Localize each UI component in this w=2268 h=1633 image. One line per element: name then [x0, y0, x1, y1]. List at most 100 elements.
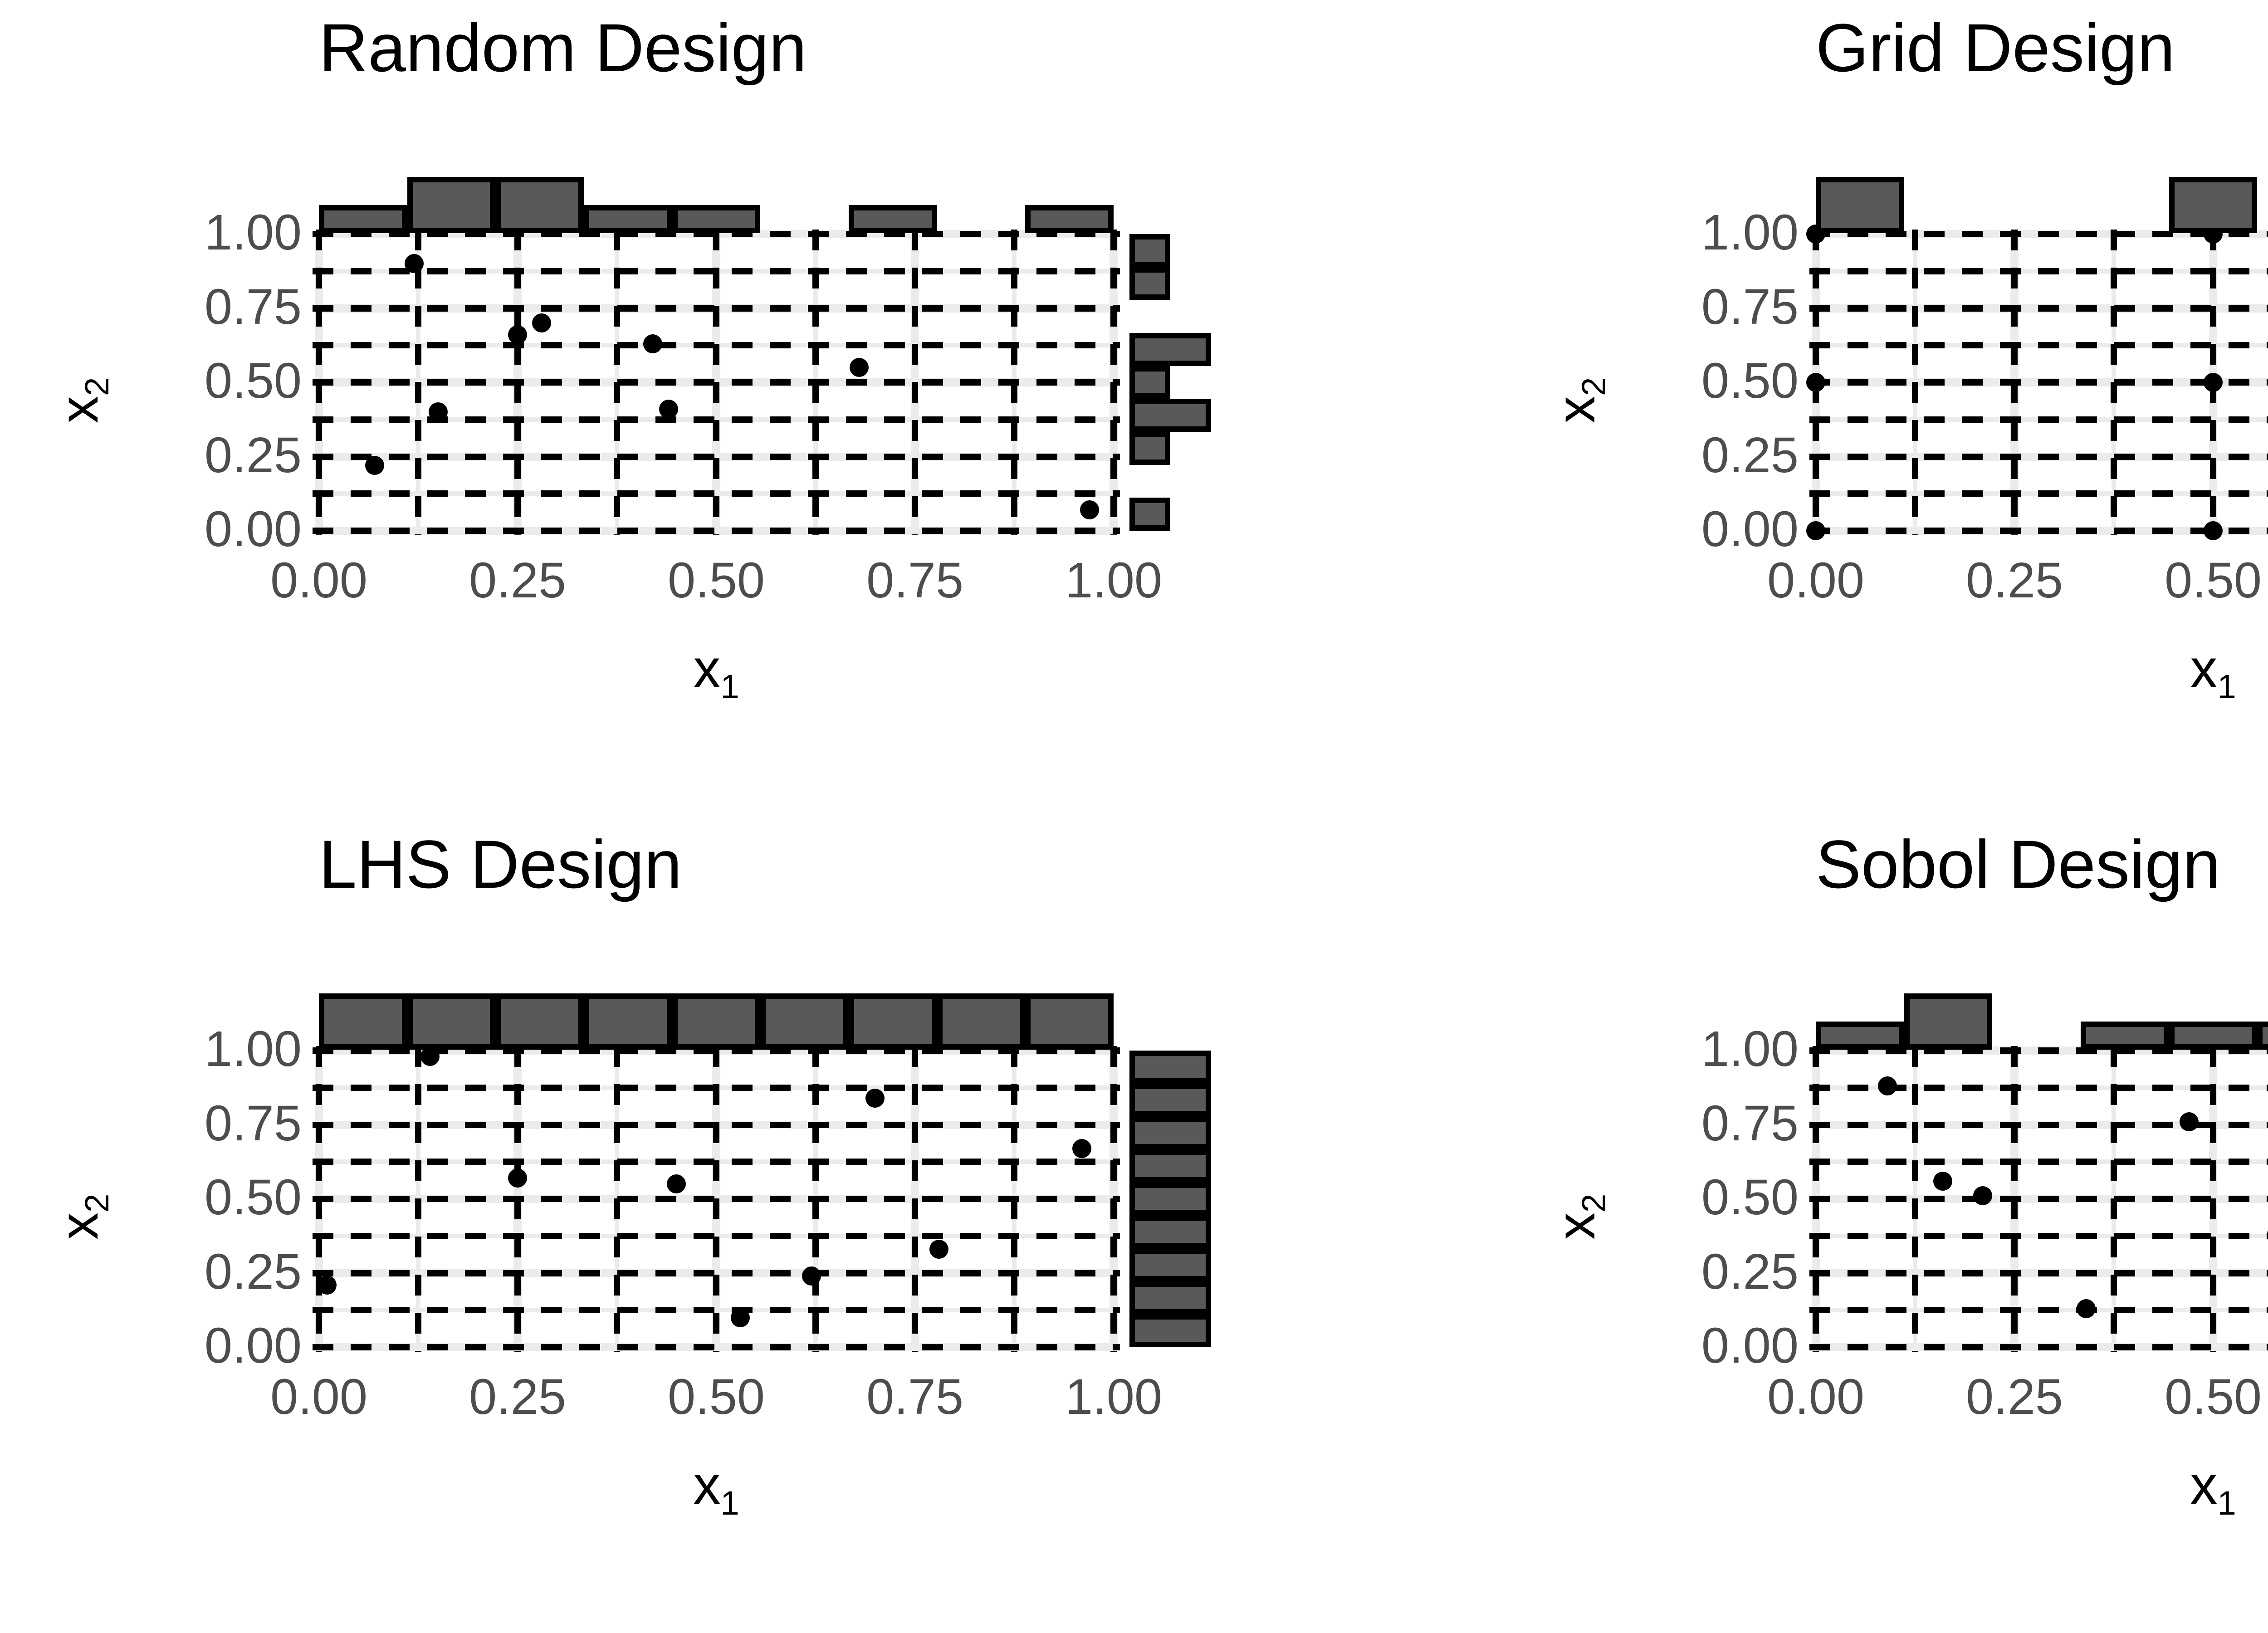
dashed-grid-vertical: [2011, 230, 2018, 535]
right-histogram-bar: [1129, 1116, 1211, 1149]
y-tick-label: 0.25: [1701, 427, 1799, 483]
y-tick-label: 0.75: [204, 279, 302, 335]
top-histogram-bar: [849, 205, 937, 233]
top-histogram-bar: [2257, 1022, 2268, 1050]
top-histogram-bar: [672, 993, 761, 1050]
plot-area-sobol: [1809, 1046, 2268, 1352]
y-tick-label: 0.75: [1701, 279, 1799, 335]
data-point: [2076, 1299, 2096, 1318]
dashed-grid-horizontal: [1809, 231, 2268, 237]
data-point: [420, 1047, 440, 1066]
data-point: [850, 358, 869, 377]
right-histogram-bar: [1129, 1083, 1211, 1117]
dashed-grid-horizontal: [1809, 453, 2268, 460]
data-point: [365, 456, 384, 475]
data-point: [317, 1275, 337, 1295]
right-histogram-bar: [1129, 1248, 1211, 1281]
dashed-grid-horizontal: [1809, 342, 2268, 349]
y-axis-label-subscript: 2: [1574, 1193, 1613, 1213]
data-point: [532, 313, 551, 333]
top-histogram-bar: [495, 993, 584, 1050]
top-histogram-bar: [407, 177, 496, 233]
data-point: [1877, 1076, 1897, 1096]
x-axis-label-subscript: 1: [720, 667, 739, 705]
x-tick-label: 0.00: [1767, 552, 1865, 608]
top-histogram-bar: [1904, 993, 1993, 1050]
dashed-grid-vertical: [2111, 230, 2117, 535]
top-histogram-bar: [1816, 177, 1904, 233]
dashed-grid-vertical: [713, 1046, 719, 1352]
top-histogram-bar: [319, 993, 407, 1050]
data-point: [1072, 1139, 1091, 1158]
y-tick-label: 0.25: [204, 427, 302, 483]
panel-sobol: Sobol Design 0.00 0.25 0.50 0.75 1.00 0.00 0.25…: [1497, 816, 2268, 1633]
y-tick-label: 0.00: [204, 1318, 302, 1374]
data-point: [865, 1088, 885, 1108]
x-tick-label: 0.25: [469, 552, 567, 608]
data-point: [1973, 1186, 1992, 1206]
y-tick-label: 0.25: [1701, 1243, 1799, 1300]
top-histogram-bar: [672, 205, 761, 233]
data-point: [405, 254, 424, 274]
y-tick-label: 0.00: [1701, 1318, 1799, 1374]
dashed-grid-vertical: [1110, 230, 1117, 535]
data-point: [730, 1308, 750, 1327]
y-tick-label: 1.00: [204, 205, 302, 260]
y-axis-label-text: x: [49, 1213, 109, 1240]
dashed-grid-vertical: [2011, 1046, 2018, 1352]
right-histogram-bar: [1129, 1314, 1211, 1347]
dashed-grid-vertical: [912, 230, 918, 535]
data-point: [428, 402, 448, 422]
top-histogram-bar: [584, 993, 672, 1050]
right-histogram-bar: [1129, 1149, 1211, 1183]
top-histogram-bar: [319, 205, 407, 233]
x-tick-label: 1.00: [1065, 1369, 1163, 1425]
dashed-grid-vertical: [1011, 230, 1017, 535]
top-histogram-bar: [2169, 1022, 2258, 1050]
data-point: [659, 399, 678, 419]
dashed-grid-horizontal: [1809, 1232, 2268, 1239]
dashed-grid-vertical: [1912, 230, 1918, 535]
dashed-grid-horizontal: [1809, 1159, 2268, 1165]
dashed-grid-horizontal: [1809, 1121, 2268, 1128]
dashed-grid-horizontal: [1809, 528, 2268, 534]
plot-area-lhs: [313, 1046, 1120, 1352]
x-tick-label: 0.50: [667, 1369, 765, 1425]
data-point: [2204, 373, 2223, 392]
dashed-grid-vertical: [514, 230, 521, 535]
right-histogram-bar: [1129, 498, 1170, 531]
dashed-grid-horizontal: [1809, 1307, 2268, 1314]
x-tick-label: 0.25: [469, 1369, 567, 1425]
data-point: [2267, 1225, 2268, 1244]
top-histogram-bar: [407, 993, 496, 1050]
y-axis-label-subscript: 2: [78, 377, 116, 396]
y-tick-label: 0.50: [204, 353, 302, 409]
x-tick-label: 1.00: [1065, 552, 1163, 608]
dashed-grid-vertical: [912, 1046, 918, 1352]
dashed-grid-horizontal: [1809, 305, 2268, 312]
x-tick-label: 0.50: [667, 552, 765, 608]
x-axis-label-subscript: 1: [2217, 1484, 2236, 1522]
dashed-grid-vertical: [316, 1046, 322, 1352]
x-tick-label: 0.00: [270, 1369, 368, 1425]
dashed-grid-vertical: [1011, 1046, 1017, 1352]
y-axis-label: x2: [48, 377, 116, 423]
x-axis-label-text: x: [2190, 638, 2218, 699]
y-tick-label: 0.25: [204, 1243, 302, 1300]
data-point: [1933, 1171, 1953, 1191]
y-tick-label: 1.00: [204, 1021, 302, 1077]
dashed-grid-horizontal: [1809, 1344, 2268, 1350]
data-point: [1806, 521, 1825, 540]
dashed-grid-horizontal: [1809, 268, 2268, 274]
right-histogram-bar: [1129, 234, 1170, 267]
dashed-grid-vertical: [316, 230, 322, 535]
x-axis-label-text: x: [693, 1455, 721, 1516]
data-point: [508, 325, 527, 345]
right-histogram-bar: [1129, 1215, 1211, 1248]
top-histogram-bar: [1025, 993, 1114, 1050]
data-point: [1080, 500, 1100, 520]
panel-title-random: Random Design: [319, 10, 807, 86]
x-tick-label: 0.50: [2164, 1369, 2262, 1425]
y-tick-label: 1.00: [1701, 205, 1799, 260]
y-axis-label-text: x: [49, 396, 109, 423]
